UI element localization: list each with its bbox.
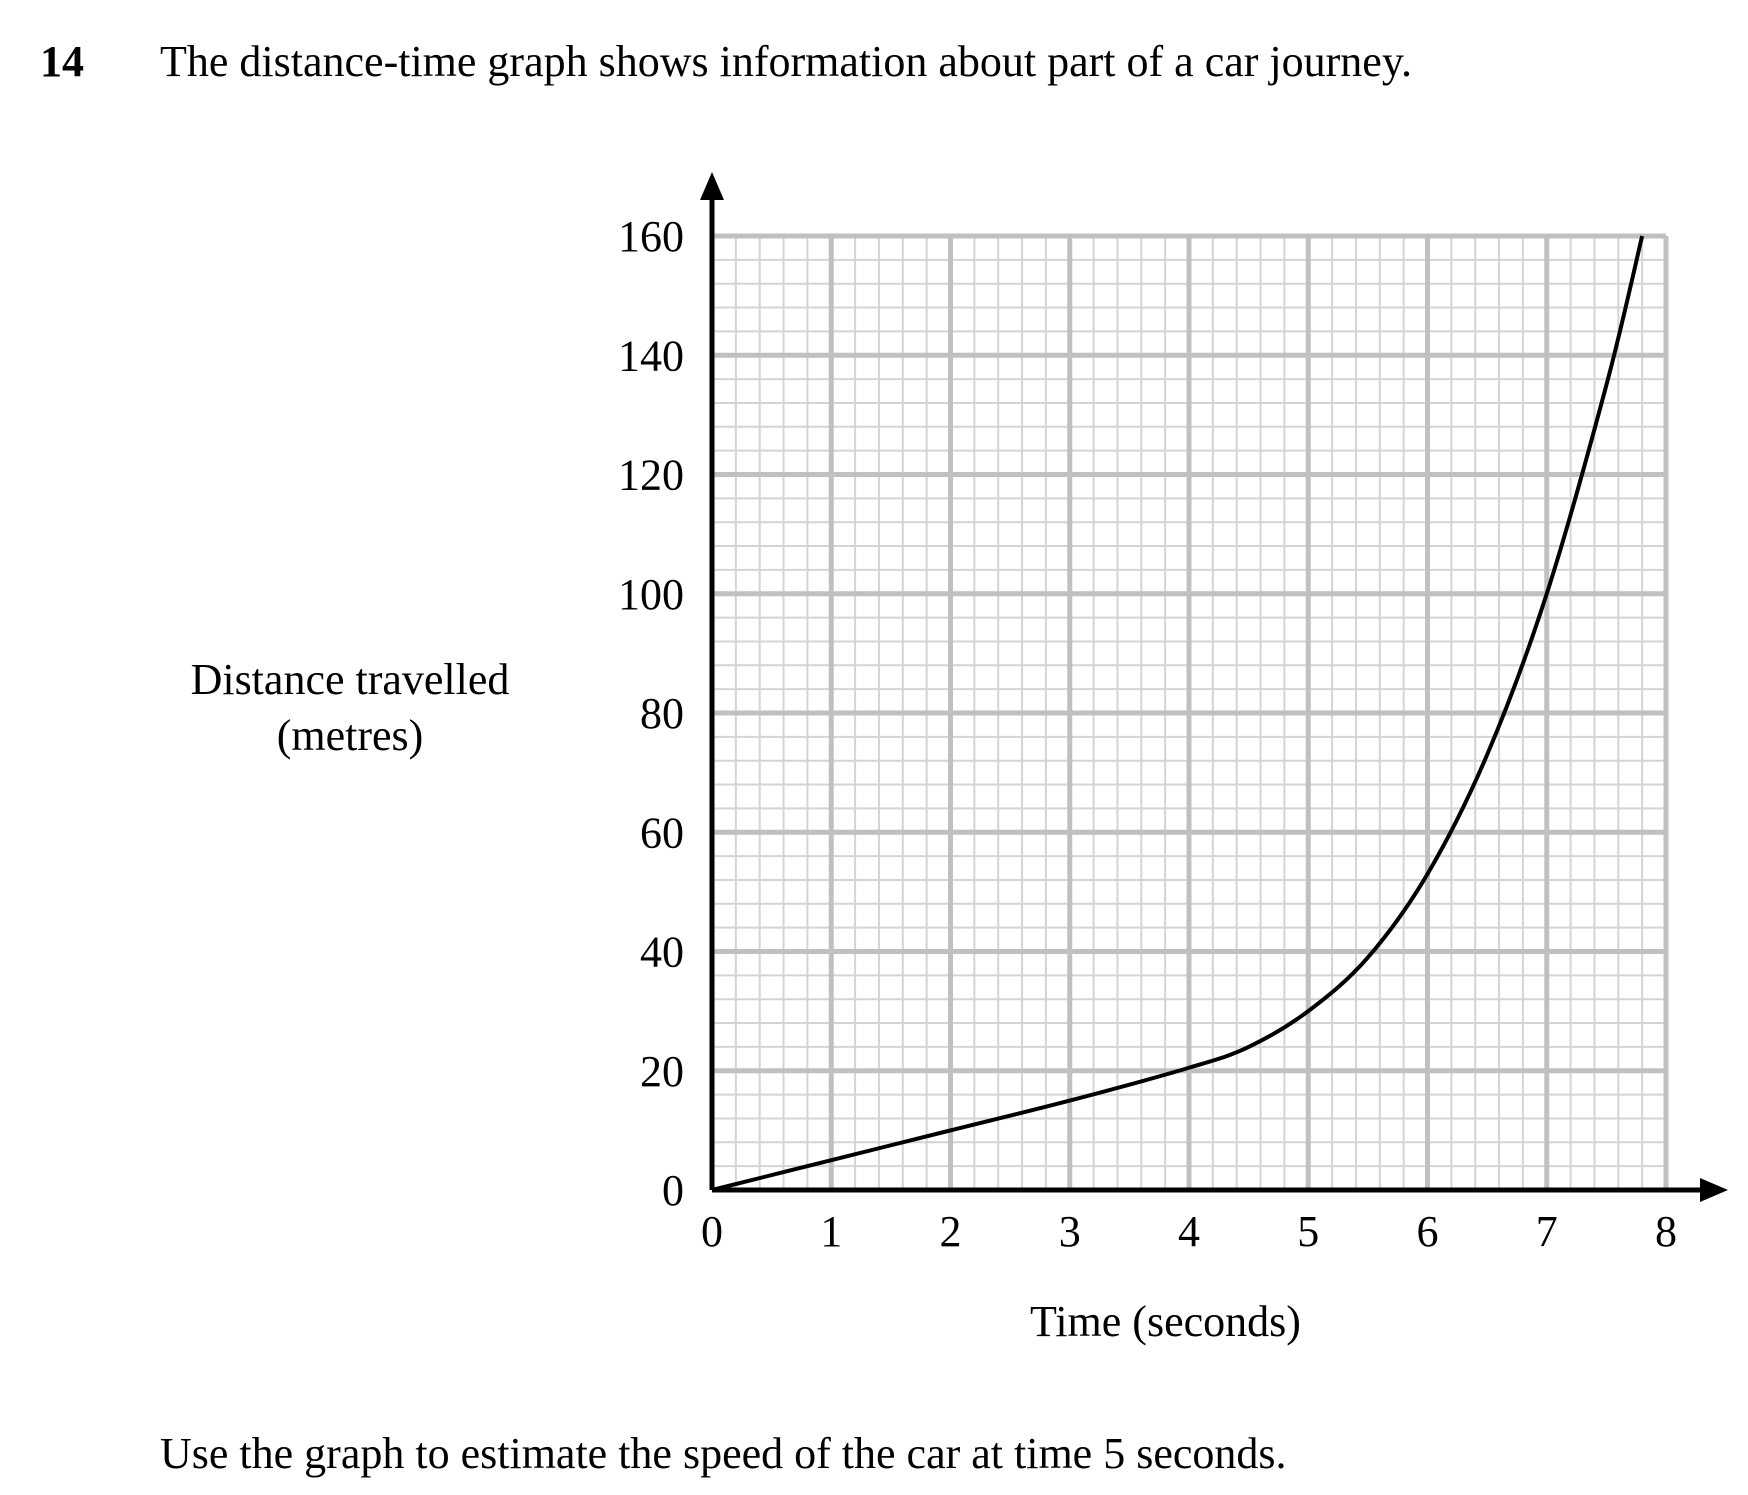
y-tick-label: 140 <box>618 331 684 380</box>
x-tick-label: 1 <box>820 1207 842 1256</box>
x-tick-label: 7 <box>1536 1207 1558 1256</box>
x-axis-arrow <box>1700 1178 1728 1202</box>
x-tick-label: 6 <box>1417 1207 1439 1256</box>
y-axis-label-line-2: (metres) <box>276 711 424 760</box>
question-number: 14 <box>40 37 84 86</box>
y-tick-label: 160 <box>618 212 684 261</box>
y-axis-arrow <box>700 172 724 200</box>
y-tick-label: 0 <box>662 1166 684 1215</box>
question-prompt: Use the graph to estimate the speed of t… <box>160 1429 1287 1478</box>
x-tick-label: 3 <box>1059 1207 1081 1256</box>
y-axis-label-line-1: Distance travelled <box>190 655 510 704</box>
y-tick-label: 120 <box>618 451 684 500</box>
y-tick-label: 60 <box>640 808 684 857</box>
y-tick-label: 20 <box>640 1047 684 1096</box>
distance-curve <box>711 235 1645 1192</box>
y-tick-label: 80 <box>640 689 684 738</box>
x-tick-label: 4 <box>1178 1207 1200 1256</box>
x-tick-label: 0 <box>701 1207 723 1256</box>
x-tick-label: 8 <box>1655 1207 1677 1256</box>
x-tick-label: 5 <box>1297 1207 1319 1256</box>
question-text: The distance-time graph shows informatio… <box>160 37 1412 86</box>
y-tick-label: 40 <box>640 928 684 977</box>
x-tick-label: 2 <box>940 1207 962 1256</box>
y-axis-label: Distance travelled (metres) <box>160 652 540 764</box>
x-axis-label: Time (seconds) <box>1030 1297 1301 1346</box>
y-tick-label: 100 <box>618 570 684 619</box>
axes <box>700 172 1728 1202</box>
